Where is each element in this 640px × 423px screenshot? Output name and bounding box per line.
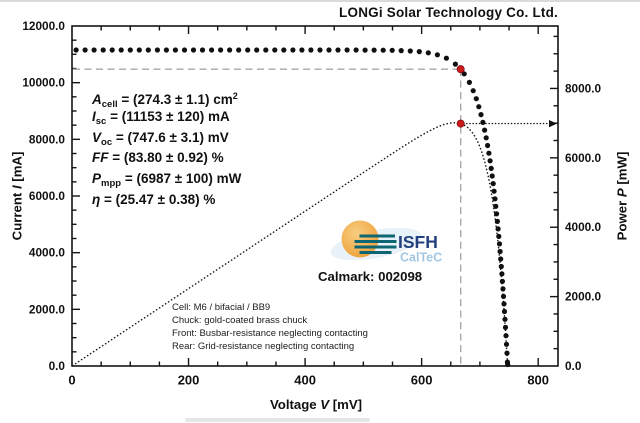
note-line: Chuck: gold-coated brass chuck [172,314,308,326]
axis-ticks [72,26,558,366]
x-title-pre: Voltage [269,397,321,412]
y-right-tick-label: 8000.0 [565,81,602,95]
note-line: Rear: Grid-resistance neglecting contact… [172,340,355,352]
y-left-title-pre: Current [9,189,25,241]
isfh-caltec-logo: ISFH CalTeC [330,220,442,265]
y-left-tick-label: 10000.0 [22,76,65,90]
logo-bars [354,234,397,254]
y-right-tick-label: 4000.0 [565,220,602,234]
y-right-title-unit: [mW] [614,151,630,189]
mpp-markers [456,65,465,128]
logo-division-text: CalTeC [400,251,442,265]
iv-points [73,47,511,368]
tick-labels: 0 200 400 600 8000.02000.04000.06000.08000.0… [22,19,601,388]
y-left-title-unit: [mA] [9,151,25,186]
parameter-line: Isc = (11153 ± 120) mA [92,108,230,127]
x-title-var: V [320,397,330,412]
y-right-tick-label: 0.0 [565,359,582,373]
pmpp-arrowhead [549,119,557,128]
x-tick-label: 600 [411,373,433,388]
y-left-tick-label: 4000.0 [29,246,66,260]
y-axis-title-right: Power P [mW] [615,152,630,241]
y-left-tick-label: 12000.0 [22,19,65,33]
parameter-line: FF = (83.80 ± 0.92) % [92,150,224,166]
y-right-tick-label: 6000.0 [565,151,602,165]
y-left-tick-label: 6000.0 [29,189,66,203]
y-right-tick-label: 2000.0 [565,290,602,304]
x-title-unit: [mV] [329,397,363,412]
x-tick-label: 0 [68,373,75,388]
logo-org-text: ISFH [398,232,438,252]
parameter-box: Acell = (274.3 ± 1.1) cm2 Isc = (11153 ± … [92,86,241,211]
chart-title: LONGi Solar Technology Co. Ltd. [339,5,558,20]
x-tick-label: 200 [178,373,200,388]
y-right-title-var: P [614,188,630,198]
note-line: Front: Busbar-resistance neglecting cont… [172,327,368,339]
y-left-tick-label: 2000.0 [29,302,66,316]
x-axis-title: Voltage V [mV] [270,397,362,412]
pv-curve [71,121,509,367]
mpp-guides [73,68,557,365]
x-tick-label: 800 [527,373,549,388]
photo-edge-top [0,0,640,2]
x-tick-label: 400 [294,373,316,388]
note-line: Cell: M6 / bifacial / BB9 [172,302,271,313]
mpp-marker-pv [456,119,465,128]
y-left-title-var: I [9,185,25,190]
y-left-tick-label: 8000.0 [29,132,66,146]
photo-edge-bottom [185,418,370,422]
y-left-tick-label: 0.0 [49,359,66,373]
parameter-line: Voc = (747.6 ± 3.1) mV [92,129,229,148]
y-axis-title-left: Current I [mA] [10,152,25,241]
y-right-title-pre: Power [614,197,630,241]
mpp-marker-iv [456,65,465,74]
measurement-notes: Cell: M6 / bifacial / BB9 Chuck: gold-coa… [172,302,368,354]
calmark-label: Calmark: 002098 [318,269,423,284]
parameter-line: Pmpp = (6987 ± 100) mW [92,171,242,190]
parameter-line: Acell = (274.3 ± 1.1) cm2 [92,91,238,110]
parameter-line: η = (25.47 ± 0.38) % [92,191,216,207]
